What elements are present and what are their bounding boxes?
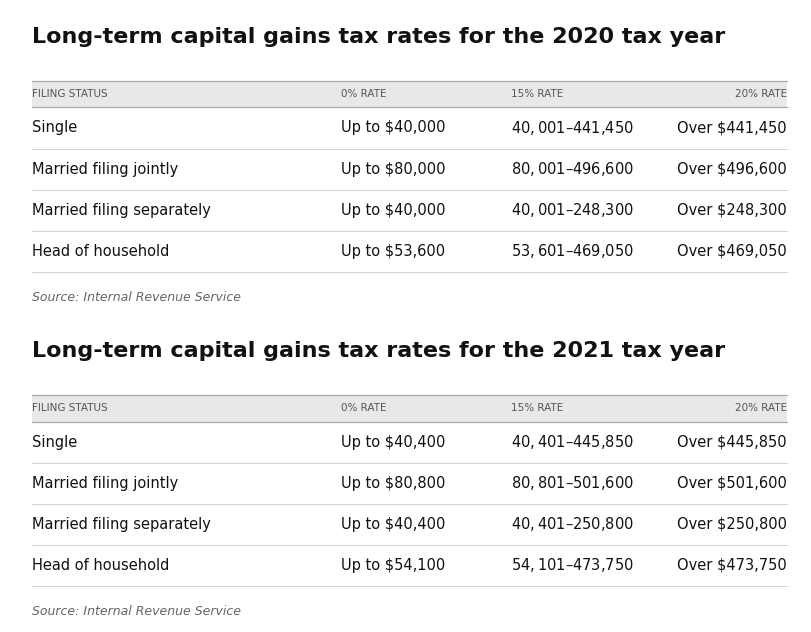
Text: Head of household: Head of household xyxy=(32,558,169,573)
Text: Over $473,750: Over $473,750 xyxy=(677,558,787,573)
Text: Over $441,450: Over $441,450 xyxy=(677,121,787,135)
Text: 0% RATE: 0% RATE xyxy=(341,403,386,413)
Text: 15% RATE: 15% RATE xyxy=(511,89,563,99)
Text: Married filing separately: Married filing separately xyxy=(32,517,212,532)
Text: $40,001 – $248,300: $40,001 – $248,300 xyxy=(511,201,634,219)
Text: Source: Internal Revenue Service: Source: Internal Revenue Service xyxy=(32,605,242,618)
Text: $80,801 – $501,600: $80,801 – $501,600 xyxy=(511,474,634,492)
Text: Over $469,050: Over $469,050 xyxy=(677,244,787,258)
Text: Source: Internal Revenue Service: Source: Internal Revenue Service xyxy=(32,291,242,304)
Text: Long-term capital gains tax rates for the 2020 tax year: Long-term capital gains tax rates for th… xyxy=(32,27,726,47)
Text: FILING STATUS: FILING STATUS xyxy=(32,403,108,413)
Text: $40,001 – $441,450: $40,001 – $441,450 xyxy=(511,119,634,137)
Text: Over $445,850: Over $445,850 xyxy=(677,435,787,449)
Text: Up to $40,400: Up to $40,400 xyxy=(341,435,445,449)
Text: FILING STATUS: FILING STATUS xyxy=(32,89,108,99)
Text: Up to $80,000: Up to $80,000 xyxy=(341,162,445,176)
Text: 20% RATE: 20% RATE xyxy=(735,89,787,99)
Text: Up to $40,000: Up to $40,000 xyxy=(341,203,445,217)
Text: Married filing jointly: Married filing jointly xyxy=(32,162,178,176)
Text: Married filing separately: Married filing separately xyxy=(32,203,212,217)
Text: Up to $80,800: Up to $80,800 xyxy=(341,476,445,490)
Text: Up to $40,000: Up to $40,000 xyxy=(341,121,445,135)
Text: 20% RATE: 20% RATE xyxy=(735,403,787,413)
Text: Over $501,600: Over $501,600 xyxy=(677,476,787,490)
Text: $40,401 – $445,850: $40,401 – $445,850 xyxy=(511,433,634,451)
Bar xyxy=(32,395,787,422)
Text: 15% RATE: 15% RATE xyxy=(511,403,563,413)
Text: Single: Single xyxy=(32,435,78,449)
Text: $54,101 – $473,750: $54,101 – $473,750 xyxy=(511,556,634,574)
Text: Long-term capital gains tax rates for the 2021 tax year: Long-term capital gains tax rates for th… xyxy=(32,341,726,361)
Bar xyxy=(32,81,787,107)
Text: Head of household: Head of household xyxy=(32,244,169,258)
Text: Up to $40,400: Up to $40,400 xyxy=(341,517,445,532)
Text: Up to $53,600: Up to $53,600 xyxy=(341,244,444,258)
Text: Up to $54,100: Up to $54,100 xyxy=(341,558,445,573)
Text: $80,001 – $496,600: $80,001 – $496,600 xyxy=(511,160,634,178)
Text: Married filing jointly: Married filing jointly xyxy=(32,476,178,490)
Text: Over $250,800: Over $250,800 xyxy=(676,517,787,532)
Text: $40,401 – $250,800: $40,401 – $250,800 xyxy=(511,515,634,533)
Text: $53,601 – $469,050: $53,601 – $469,050 xyxy=(511,242,634,260)
Text: Over $248,300: Over $248,300 xyxy=(677,203,787,217)
Text: Over $496,600: Over $496,600 xyxy=(677,162,787,176)
Text: 0% RATE: 0% RATE xyxy=(341,89,386,99)
Text: Single: Single xyxy=(32,121,78,135)
